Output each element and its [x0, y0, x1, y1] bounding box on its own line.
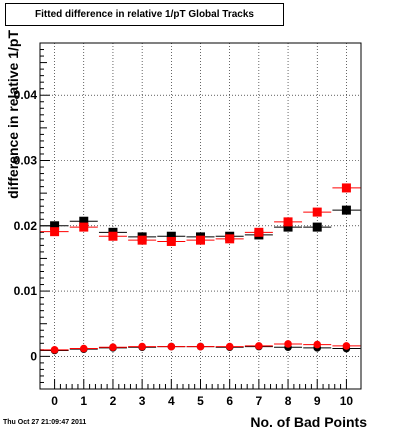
data-point: [284, 340, 292, 348]
data-point: [225, 342, 234, 351]
x-tick-label: 7: [256, 394, 263, 408]
x-tick-label: 3: [139, 394, 146, 408]
x-tick-label: 5: [197, 394, 204, 408]
data-point: [283, 217, 293, 227]
data-point: [79, 222, 89, 232]
x-tick-label: 10: [340, 394, 354, 408]
data-point: [313, 340, 322, 349]
data-point: [254, 227, 264, 237]
data-point: [167, 342, 176, 351]
data-point: [342, 342, 351, 350]
data-point: [196, 235, 205, 245]
data-point: [166, 231, 176, 241]
data-point: [50, 346, 59, 354]
y-tick-label: 0.02: [14, 219, 38, 233]
data-point: [196, 342, 205, 351]
series-2: [40, 183, 361, 246]
data-point: [137, 235, 147, 245]
data-point: [108, 231, 118, 241]
data-point: [166, 236, 176, 246]
data-point: [341, 183, 351, 193]
x-tick-label: 0: [51, 394, 58, 408]
x-tick-label: 9: [314, 394, 321, 408]
data-point: [255, 342, 263, 350]
data-series: [40, 183, 361, 355]
data-point: [341, 205, 351, 215]
data-point: [312, 207, 322, 217]
y-tick-label: 0: [30, 349, 37, 363]
y-tick-label: 0.03: [14, 154, 38, 168]
grid-lines: [40, 43, 361, 389]
x-axis-label: No. of Bad Points: [250, 414, 367, 430]
data-point: [79, 344, 88, 353]
series-4: [40, 340, 361, 354]
data-point: [312, 222, 322, 232]
x-tick-label: 4: [168, 394, 175, 408]
x-tick-label: 6: [226, 394, 233, 408]
data-point: [50, 221, 60, 231]
y-axis-label: difference in relative 1/pT: [5, 30, 21, 199]
data-point: [50, 227, 60, 237]
data-point: [225, 234, 235, 244]
axes: 0 1 2 3 4 5 6 7 8 9 10 0 0.01 0.02 0.03 0.04: [14, 42, 354, 408]
data-point: [79, 216, 89, 226]
x-tick-label: 1: [80, 394, 87, 408]
data-point: [109, 343, 117, 352]
data-point: [283, 222, 293, 232]
y-tick-label: 0.04: [14, 88, 38, 102]
data-point: [138, 342, 146, 351]
chart-title: Fitted difference in relative 1/pT Globa…: [5, 3, 284, 26]
x-tick-label: 8: [285, 394, 292, 408]
y-tick-label: 0.01: [14, 284, 38, 298]
timestamp: Thu Oct 27 21:09:47 2011: [3, 419, 87, 426]
x-tick-label: 2: [110, 394, 117, 408]
